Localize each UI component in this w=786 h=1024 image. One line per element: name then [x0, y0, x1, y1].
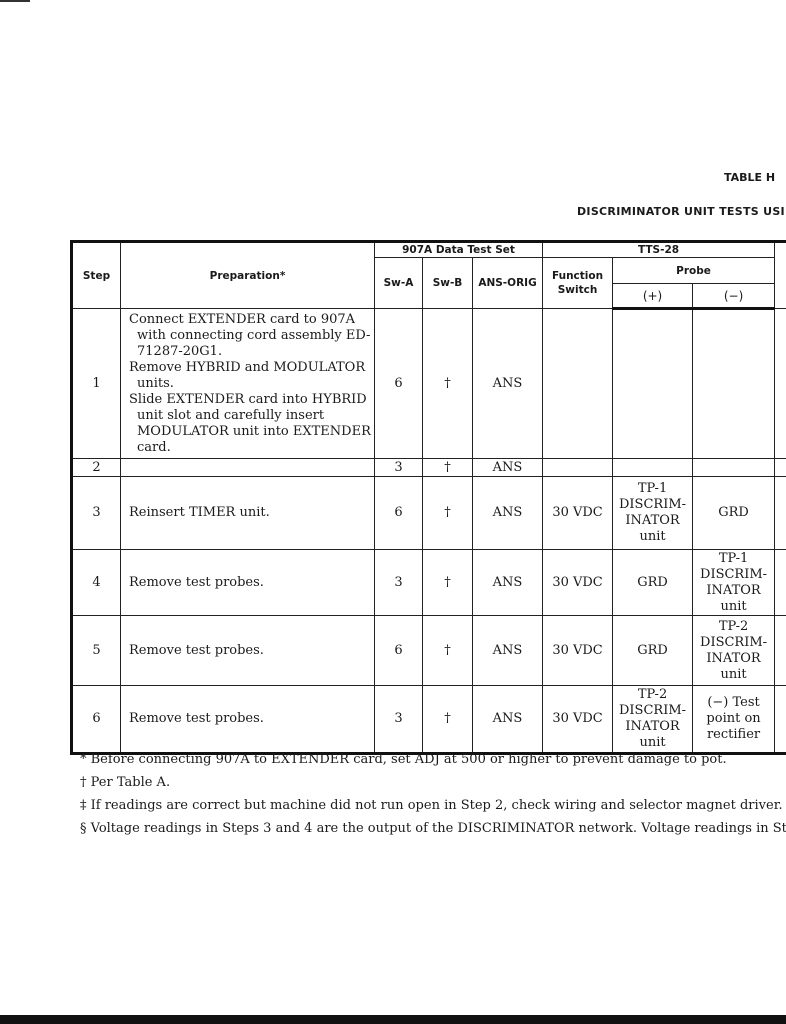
preparation-cell	[120, 458, 375, 477]
sw-b-cell: †	[422, 549, 473, 616]
header-test-set: 907A Data Test Set	[373, 241, 544, 258]
preparation-cell: Remove test probes.	[120, 549, 375, 616]
test-table: Step Preparation* 907A Data Test Set TTS…	[70, 240, 786, 755]
header-extra	[774, 241, 786, 309]
step-cell: 6	[71, 685, 121, 754]
extra-cell	[774, 308, 786, 459]
ans-orig-cell: ANS	[471, 685, 544, 754]
table-title: TABLE H	[724, 171, 776, 184]
probe-plus-cell	[612, 458, 694, 477]
function-switch-cell: 30 VDC	[542, 549, 614, 616]
preparation-cell: Remove test probes.	[120, 615, 375, 686]
extra-cell	[774, 685, 786, 754]
header-tts: TTS-28	[542, 241, 776, 258]
probe-minus-cell: GRD	[692, 476, 776, 550]
sw-b-cell: †	[422, 308, 473, 459]
step-cell: 5	[71, 615, 121, 686]
sw-a-cell: 3	[374, 549, 423, 616]
sw-b-cell: †	[422, 458, 473, 477]
extra-cell	[774, 615, 786, 686]
step-cell: 4	[71, 549, 121, 616]
preparation-text: Connect EXTENDER card to 907A with conne…	[129, 311, 371, 359]
function-switch-cell	[542, 458, 614, 477]
sw-a-cell: 3	[374, 685, 423, 754]
preparation-text: Reinsert TIMER unit.	[129, 505, 270, 520]
extra-cell	[774, 476, 786, 550]
probe-plus-cell: GRD	[612, 615, 694, 686]
sw-b-cell: †	[422, 476, 473, 550]
probe-minus-cell: TP-2 DISCRIM-INATOR unit	[692, 615, 776, 686]
sw-b-cell: †	[422, 685, 473, 754]
header-function-switch: Function Switch	[542, 257, 614, 309]
header-step: Step	[71, 241, 121, 309]
ans-orig-cell: ANS	[471, 458, 544, 477]
probe-minus-cell	[692, 308, 776, 459]
table-row: 5 Remove test probes. 6 † ANS 30 VDC GRD TP-2 D…	[71, 615, 786, 686]
table-row: 2 3 † ANS	[71, 458, 786, 477]
sw-a-cell: 6	[374, 615, 423, 686]
probe-minus-cell: TP-1 DISCRIM-INATOR unit	[692, 549, 776, 616]
probe-minus-cell: (−) Test point on rectifier	[692, 685, 776, 754]
preparation-text: Slide EXTENDER card into HYBRID unit slo…	[129, 391, 371, 455]
extra-cell	[774, 458, 786, 477]
ans-orig-cell: ANS	[471, 476, 544, 550]
footnote: † Per Table A.	[80, 775, 171, 790]
step-cell: 2	[71, 458, 121, 477]
table-row: 1 Connect EXTENDER card to 907A with conn…	[71, 308, 786, 459]
header-probe: Probe	[612, 257, 776, 284]
table-row: 4 Remove test probes. 3 † ANS 30 VDC GRD TP-1 D…	[71, 549, 786, 616]
ans-orig-cell: ANS	[471, 308, 544, 459]
preparation-cell: Remove test probes.	[120, 685, 375, 754]
function-switch-cell	[542, 308, 614, 459]
table-subtitle: DISCRIMINATOR UNIT TESTS USING	[577, 205, 786, 218]
probe-plus-cell: GRD	[612, 549, 694, 616]
footnote: ‡ If readings are correct but machine di…	[80, 798, 783, 813]
sw-a-cell: 3	[374, 458, 423, 477]
preparation-cell: Connect EXTENDER card to 907A with conne…	[120, 308, 375, 459]
step-cell: 1	[71, 308, 121, 459]
probe-plus-cell: TP-2 DISCRIM-INATOR unit	[612, 685, 694, 754]
footnote: * Before connecting 907A to EXTENDER car…	[80, 752, 727, 767]
header-probe-plus: (+)	[612, 283, 694, 310]
header-probe-minus: (−)	[692, 283, 776, 310]
test-table-container: Step Preparation* 907A Data Test Set TTS…	[70, 240, 786, 755]
extra-cell	[774, 549, 786, 616]
footnotes: * Before connecting 907A to EXTENDER car…	[80, 752, 786, 844]
table-row: 6 Remove test probes. 3 † ANS 30 VDC TP-2 DISC…	[71, 685, 786, 754]
function-switch-cell: 30 VDC	[542, 685, 614, 754]
probe-plus-cell: TP-1 DISCRIM-INATOR unit	[612, 476, 694, 550]
header-ans-orig: ANS-ORIG	[471, 257, 544, 309]
function-switch-cell: 30 VDC	[542, 476, 614, 550]
preparation-text: Remove test probes.	[129, 711, 264, 726]
scan-border	[0, 1015, 786, 1024]
footnote: § Voltage readings in Steps 3 and 4 are …	[80, 821, 786, 836]
step-cell: 3	[71, 476, 121, 550]
preparation-text: Remove HYBRID and MODULATOR units.	[129, 359, 366, 391]
function-switch-cell: 30 VDC	[542, 615, 614, 686]
sw-a-cell: 6	[374, 308, 423, 459]
preparation-text: Remove test probes.	[129, 642, 264, 658]
header-preparation: Preparation*	[120, 241, 375, 309]
scan-mark	[0, 0, 30, 2]
sw-a-cell: 6	[374, 476, 423, 550]
ans-orig-cell: ANS	[471, 549, 544, 616]
probe-minus-cell	[692, 458, 776, 477]
preparation-cell: Reinsert TIMER unit.	[120, 476, 375, 550]
probe-plus-cell	[612, 308, 694, 459]
ans-orig-cell: ANS	[471, 615, 544, 686]
preparation-text: Remove test probes.	[129, 574, 264, 590]
table-row: 3 Reinsert TIMER unit. 6 † ANS 30 VDC TP-1 DIS…	[71, 476, 786, 550]
header-sw-b: Sw-B	[422, 257, 473, 309]
header-sw-a: Sw-A	[374, 257, 423, 309]
sw-b-cell: †	[422, 615, 473, 686]
